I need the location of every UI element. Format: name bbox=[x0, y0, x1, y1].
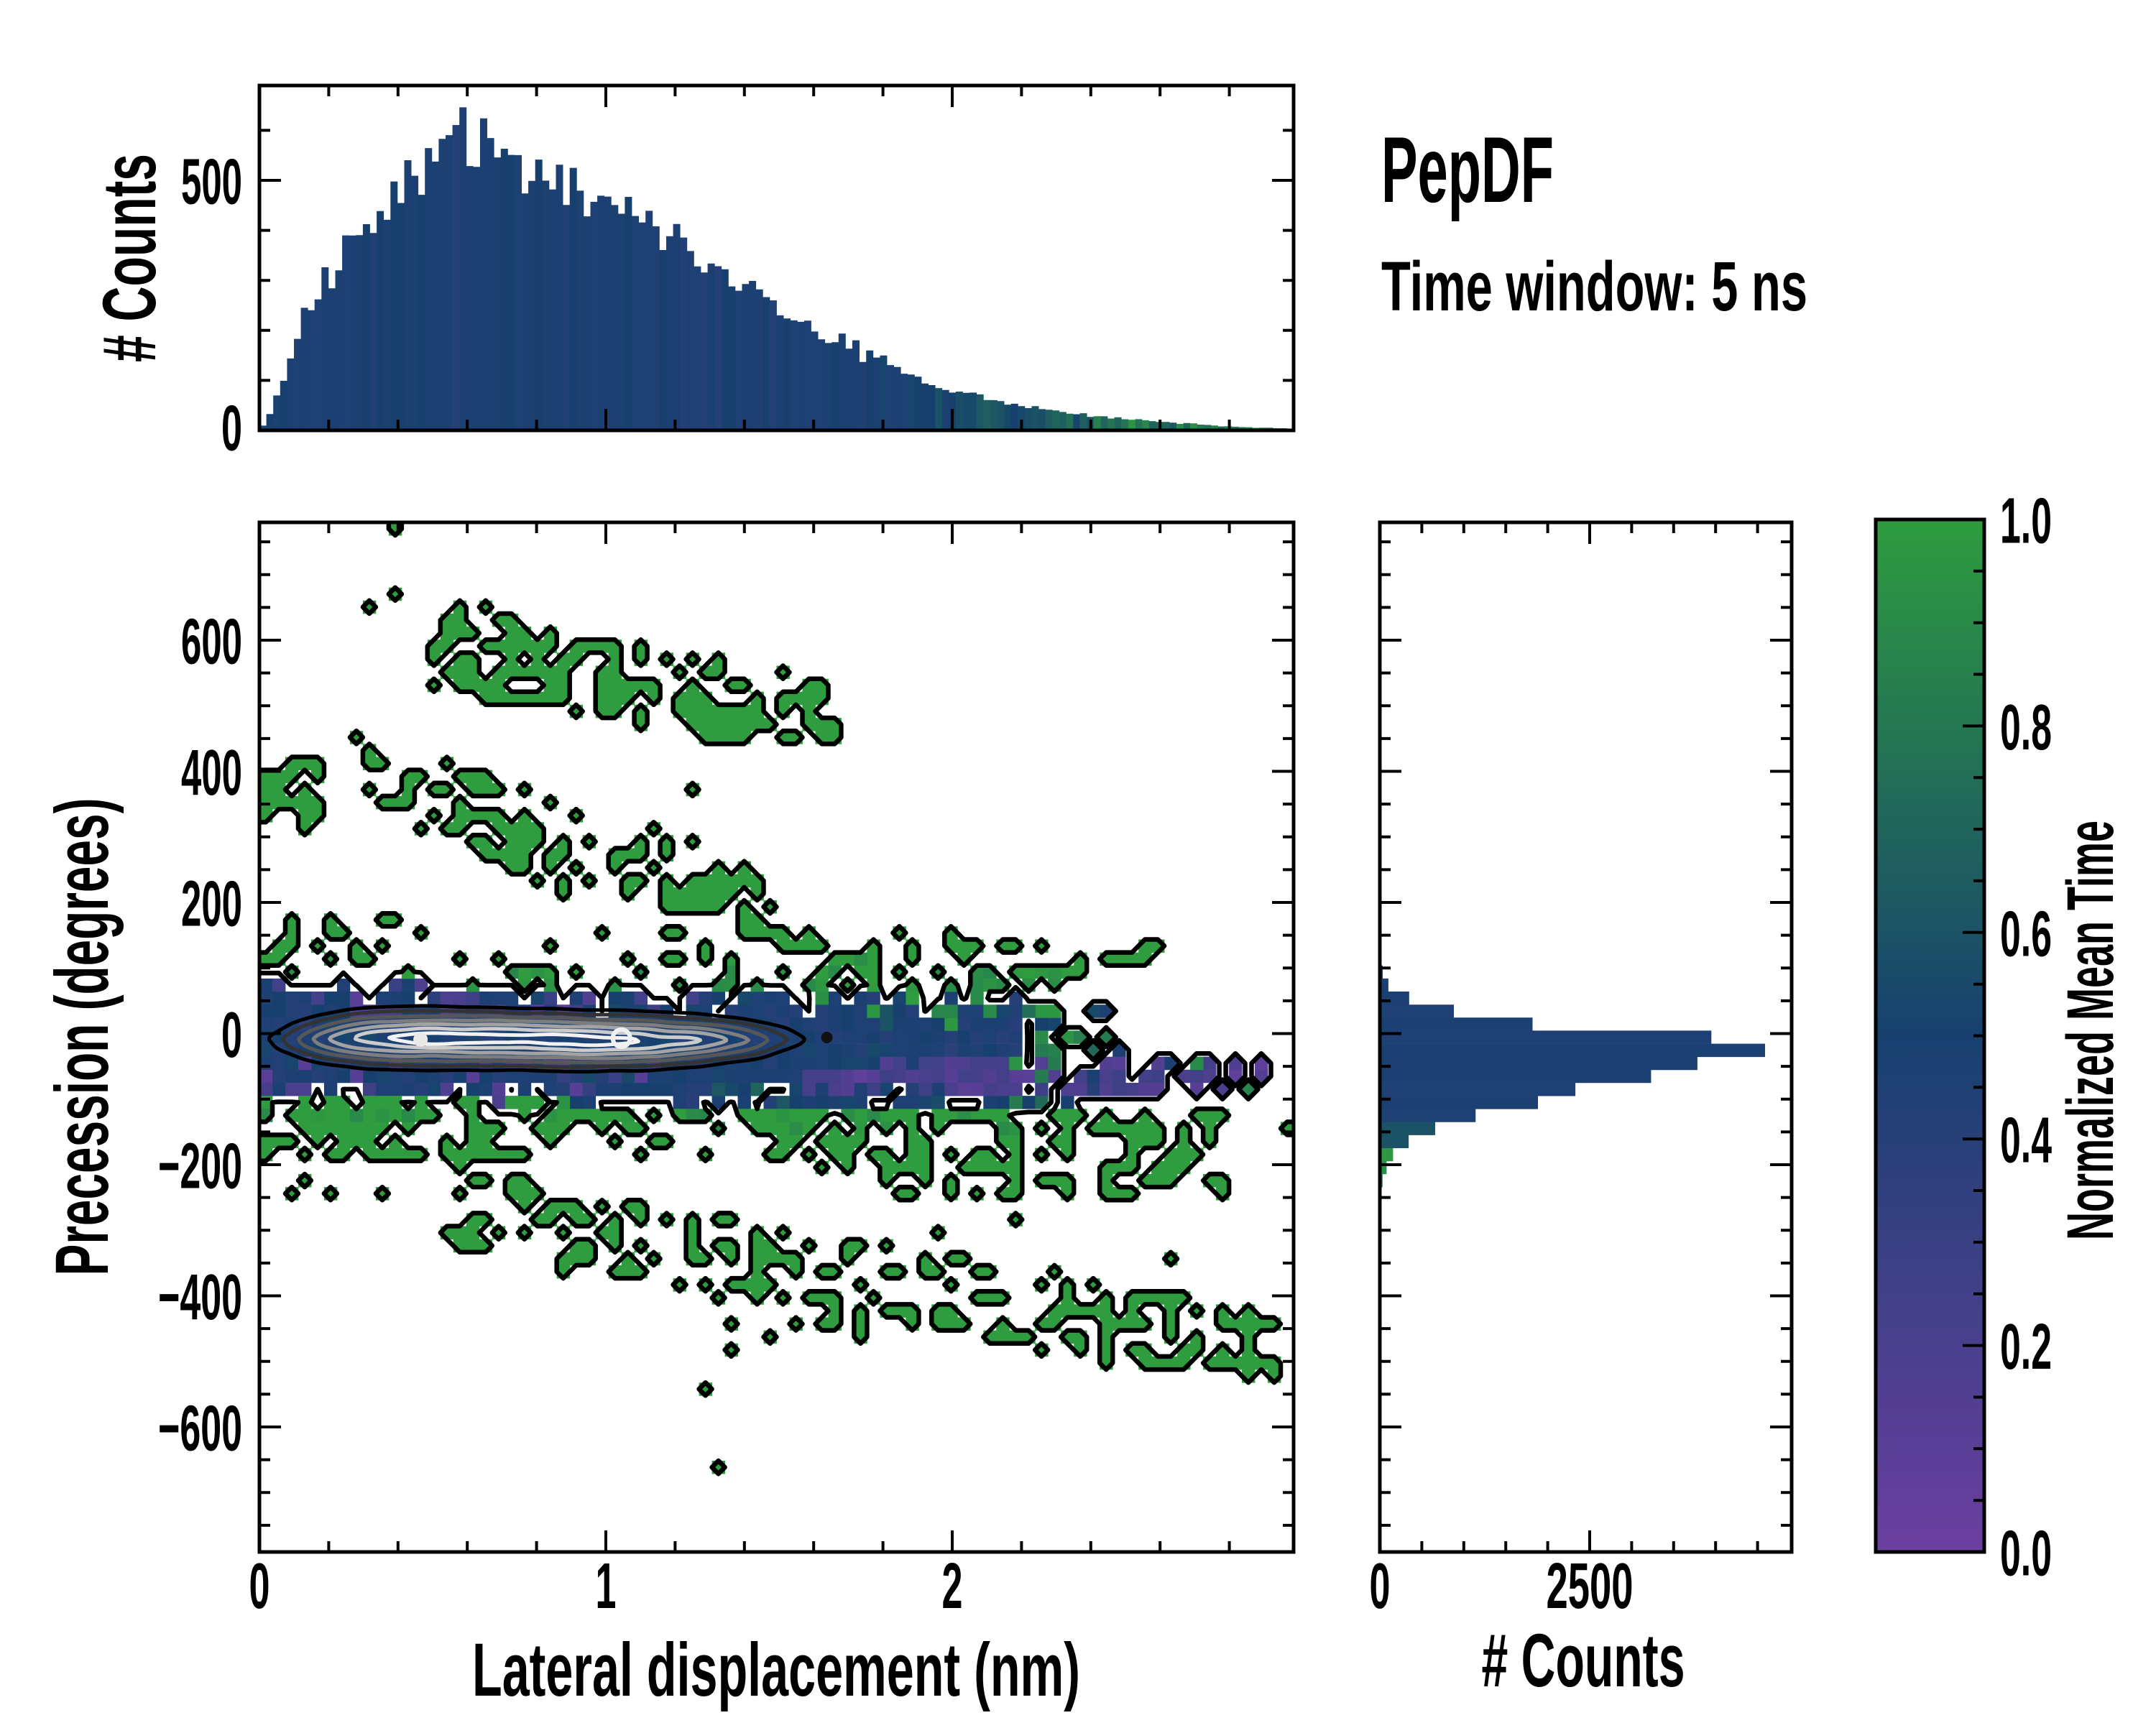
svg-text:Precession (degrees): Precession (degrees) bbox=[40, 798, 124, 1276]
svg-text:2: 2 bbox=[941, 1551, 962, 1622]
svg-text:2500: 2500 bbox=[1547, 1551, 1634, 1622]
svg-text:0.4: 0.4 bbox=[2000, 1105, 2052, 1177]
svg-text:0.8: 0.8 bbox=[2000, 692, 2052, 764]
svg-text:−600: −600 bbox=[158, 1393, 242, 1465]
svg-text:1: 1 bbox=[595, 1551, 616, 1622]
svg-text:Lateral displacement (nm): Lateral displacement (nm) bbox=[472, 1628, 1080, 1712]
svg-text:−400: −400 bbox=[158, 1262, 242, 1334]
svg-text:Normalized Mean Time: Normalized Mean Time bbox=[2054, 821, 2127, 1240]
svg-text:600: 600 bbox=[181, 606, 242, 678]
svg-text:# Counts: # Counts bbox=[88, 154, 172, 362]
svg-text:# Counts: # Counts bbox=[1482, 1619, 1685, 1703]
svg-text:0: 0 bbox=[249, 1551, 270, 1622]
svg-text:PepDF: PepDF bbox=[1381, 117, 1554, 222]
svg-text:400: 400 bbox=[181, 737, 242, 809]
svg-text:0.0: 0.0 bbox=[2000, 1518, 2052, 1590]
svg-text:0: 0 bbox=[221, 999, 242, 1071]
svg-text:0: 0 bbox=[221, 393, 242, 465]
svg-text:0.6: 0.6 bbox=[2000, 898, 2052, 970]
svg-text:1.0: 1.0 bbox=[2000, 486, 2052, 558]
svg-text:0.2: 0.2 bbox=[2000, 1311, 2052, 1383]
svg-text:200: 200 bbox=[181, 869, 242, 941]
svg-text:−200: −200 bbox=[158, 1131, 242, 1203]
svg-text:Time window: 5 ns: Time window: 5 ns bbox=[1381, 247, 1807, 325]
svg-text:0: 0 bbox=[1370, 1551, 1391, 1622]
svg-text:500: 500 bbox=[181, 147, 242, 218]
